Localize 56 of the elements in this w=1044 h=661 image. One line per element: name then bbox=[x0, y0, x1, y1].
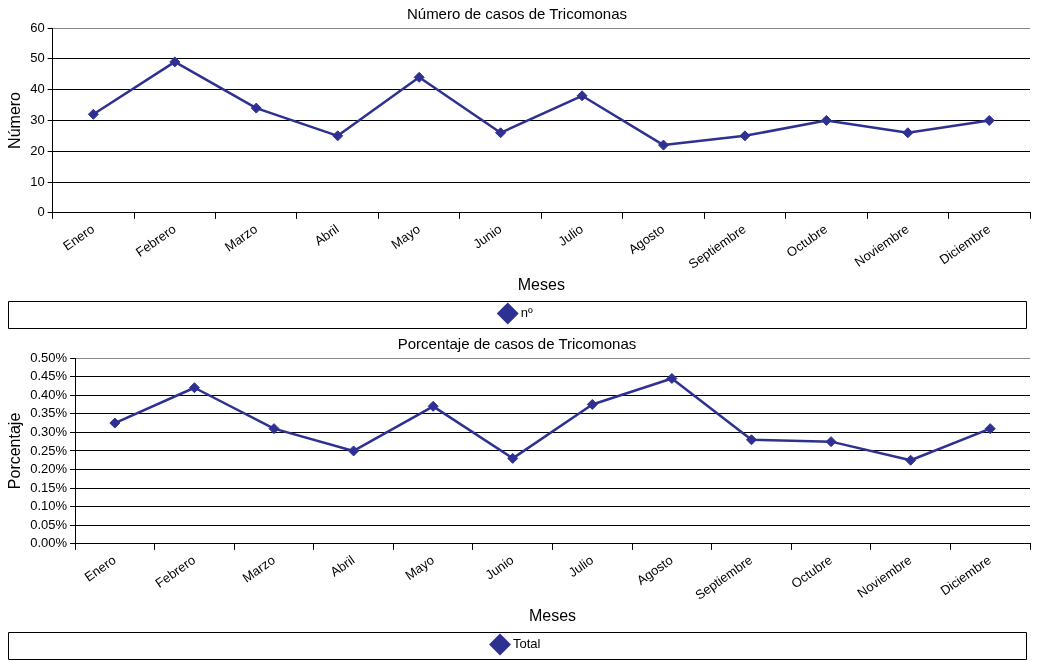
point bbox=[188, 382, 200, 394]
x-tick-label: Abril bbox=[327, 552, 358, 580]
y-tick-label: 50 bbox=[30, 50, 45, 66]
point bbox=[666, 372, 678, 384]
chart-title: Número de casos de Tricomonas bbox=[406, 5, 628, 23]
point bbox=[250, 102, 262, 114]
x-tick-label: Junio bbox=[470, 221, 505, 252]
y-tick-label: 0.05% bbox=[30, 516, 68, 532]
y-tick-label: 10 bbox=[30, 173, 45, 189]
x-axis-title: Meses bbox=[528, 606, 577, 624]
legend-label: Total bbox=[513, 636, 541, 652]
point bbox=[413, 71, 425, 83]
point bbox=[169, 56, 181, 68]
point bbox=[739, 130, 751, 142]
y-tick-label: 0.50% bbox=[30, 349, 68, 365]
x-axis-title: Meses bbox=[517, 275, 565, 293]
y-tick-label: 0.15% bbox=[30, 479, 68, 495]
legend-label: nº bbox=[520, 305, 533, 321]
x-tick-label: Julio bbox=[555, 221, 586, 249]
y-tick-label: 0.20% bbox=[30, 461, 68, 477]
y-tick-label: 30 bbox=[30, 112, 45, 128]
point bbox=[745, 434, 757, 446]
point bbox=[658, 139, 669, 151]
y-tick-label: 20 bbox=[30, 142, 45, 158]
point bbox=[109, 417, 121, 429]
point bbox=[495, 127, 507, 139]
point bbox=[905, 454, 917, 466]
y-axis-title: Porcentaje bbox=[6, 412, 24, 490]
y-tick-label: 0.45% bbox=[30, 368, 68, 384]
y-tick-label: 0.25% bbox=[30, 442, 68, 458]
point bbox=[332, 130, 344, 142]
y-tick-label: 0.10% bbox=[30, 498, 68, 514]
point bbox=[984, 423, 996, 435]
point bbox=[820, 114, 832, 126]
point bbox=[427, 400, 439, 412]
point bbox=[983, 114, 995, 126]
x-tick-label: Julio bbox=[565, 552, 597, 580]
x-tick-label: Abril bbox=[311, 221, 342, 249]
y-tick-label: 40 bbox=[30, 81, 45, 97]
point bbox=[507, 452, 519, 464]
y-tick-label: 60 bbox=[30, 19, 45, 35]
point bbox=[268, 423, 280, 435]
point bbox=[586, 398, 598, 410]
point bbox=[87, 108, 99, 120]
x-tick-label: Junio bbox=[482, 552, 517, 583]
point bbox=[825, 436, 837, 448]
y-tick-label: 0.35% bbox=[30, 405, 68, 421]
y-tick-label: 0.40% bbox=[30, 386, 68, 402]
point bbox=[348, 445, 360, 457]
point bbox=[576, 90, 588, 102]
chart-title: Porcentaje de casos de Tricomonas bbox=[397, 335, 637, 353]
y-tick-label: 0 bbox=[37, 204, 45, 220]
y-axis-title: Número bbox=[6, 91, 24, 149]
point bbox=[902, 127, 914, 139]
y-tick-label: 0.00% bbox=[30, 535, 68, 551]
y-tick-label: 0.30% bbox=[30, 423, 68, 439]
